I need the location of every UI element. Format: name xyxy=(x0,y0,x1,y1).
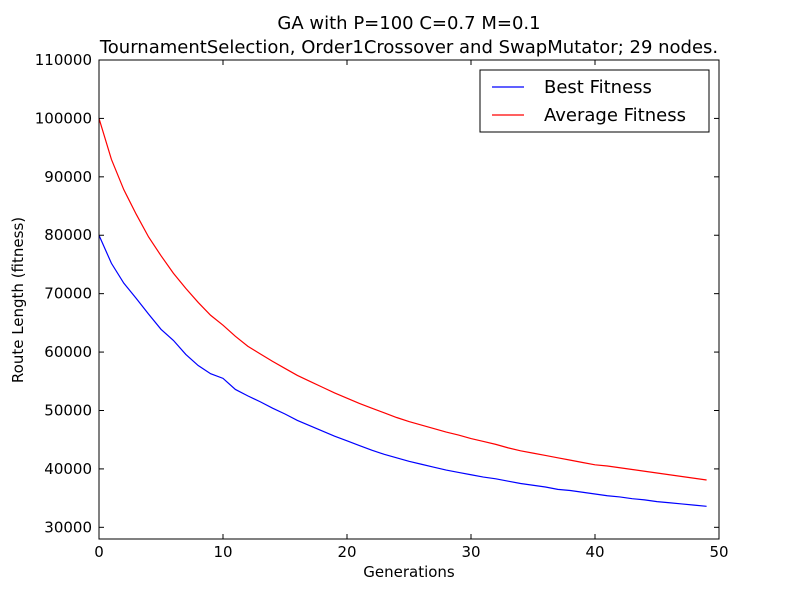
y-tick-label: 110000 xyxy=(35,51,92,69)
series-line-1 xyxy=(98,118,707,481)
y-tick-label: 40000 xyxy=(44,460,92,478)
x-tick-label: 30 xyxy=(461,543,480,561)
legend-label-0: Best Fitness xyxy=(544,77,652,98)
x-tick-label: 50 xyxy=(709,543,728,561)
x-tick-label: 0 xyxy=(94,543,104,561)
chart-subtitle: TournamentSelection, Order1Crossover and… xyxy=(99,37,718,58)
y-tick-label: 30000 xyxy=(44,518,92,536)
legend-box xyxy=(479,69,710,133)
y-tick-label: 80000 xyxy=(44,226,92,244)
y-tick-label: 100000 xyxy=(35,109,92,127)
y-tick-label: 70000 xyxy=(44,285,92,303)
y-tick-label: 50000 xyxy=(44,401,92,419)
plot-frame xyxy=(98,59,720,540)
x-tick-label: 20 xyxy=(337,543,356,561)
series-line-0 xyxy=(98,234,707,507)
y-axis-label: Route Length (fitness) xyxy=(9,217,27,383)
y-tick-label: 90000 xyxy=(44,168,92,186)
legend: Best Fitness Average Fitness xyxy=(479,69,710,133)
legend-label-1: Average Fitness xyxy=(544,105,686,126)
y-tick-label: 60000 xyxy=(44,343,92,361)
plot-area: 0 10 20 30 40 50 30000 40000 50000 60000 70000 8000… xyxy=(35,51,729,561)
x-tick-label: 40 xyxy=(585,543,604,561)
chart-title: GA with P=100 C=0.7 M=0.1 xyxy=(277,13,540,34)
x-tick-label: 10 xyxy=(213,543,232,561)
x-axis-label: Generations xyxy=(363,563,455,581)
